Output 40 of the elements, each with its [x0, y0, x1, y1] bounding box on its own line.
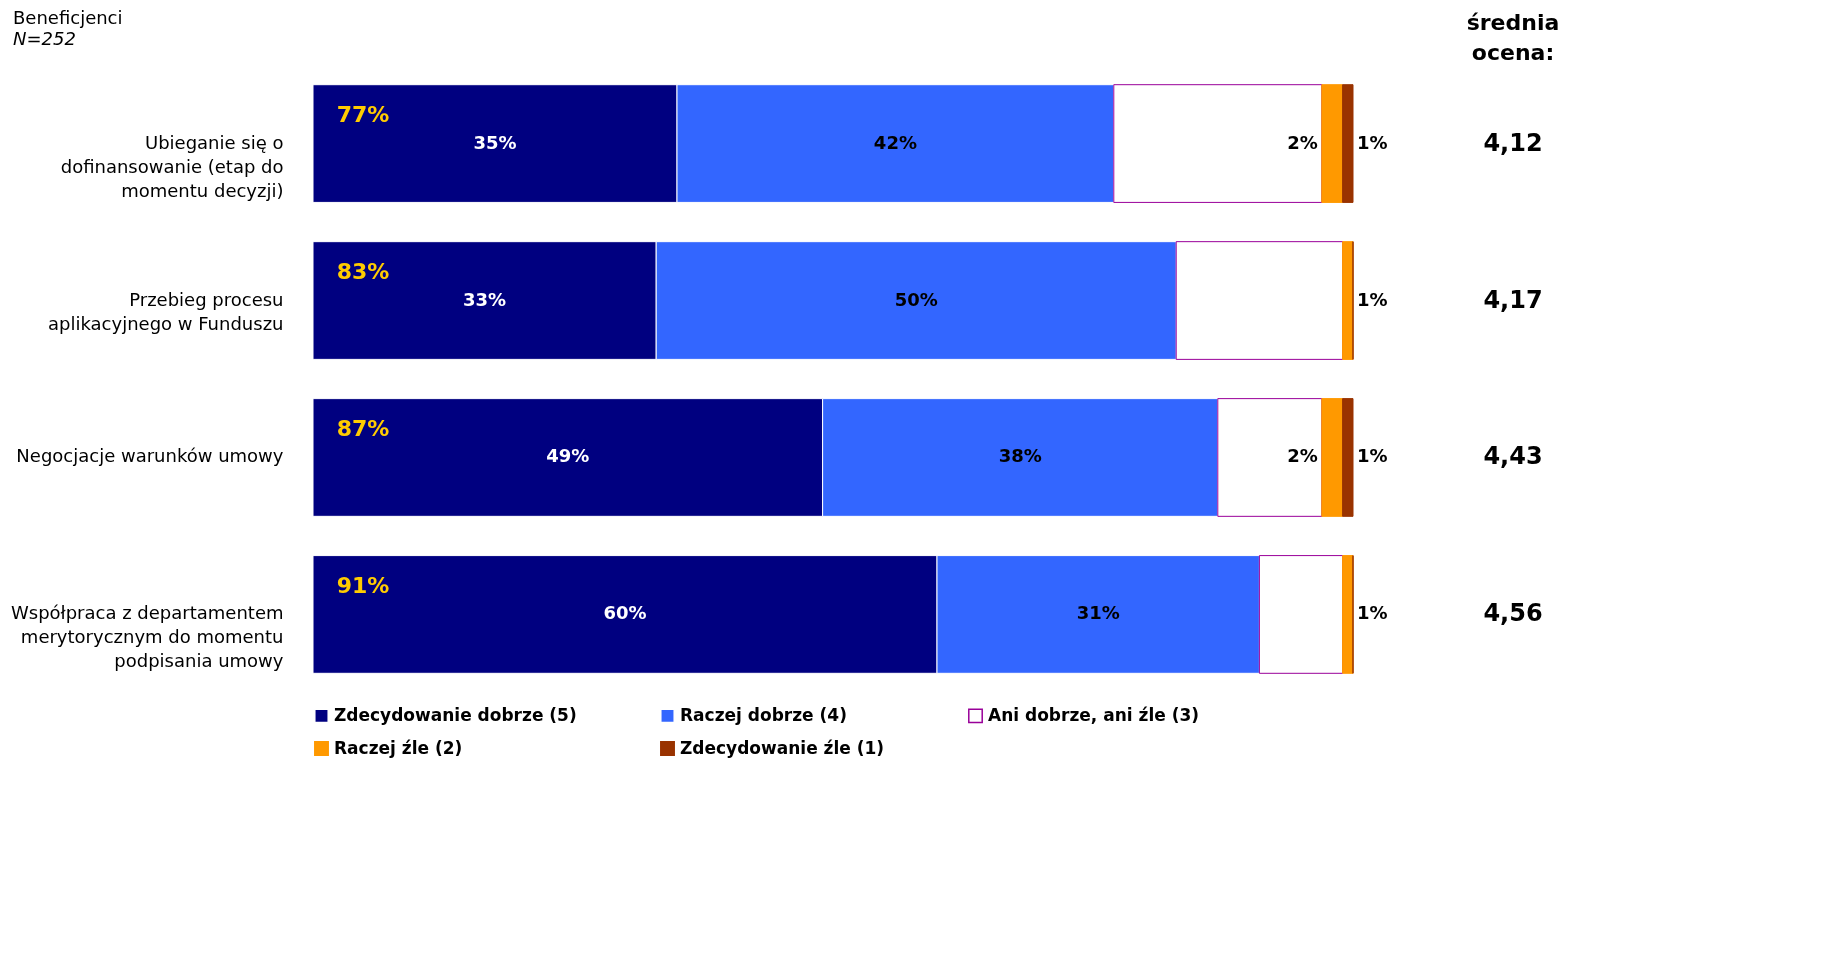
data-label: 1% — [1357, 602, 1388, 624]
y-tick-label: Negocjacje warunków umowy — [16, 445, 284, 467]
data-label: 1% — [1357, 445, 1388, 467]
data-label: 50% — [894, 288, 938, 310]
annotation: 83% — [336, 258, 390, 284]
annotation: 91% — [336, 572, 390, 598]
legend-label: Zdecydowanie źle (1) — [680, 737, 885, 758]
legend-label: Raczej dobrze (4) — [680, 704, 847, 725]
bar — [1342, 241, 1354, 360]
annotation: 87% — [336, 415, 390, 441]
data-label: 60% — [603, 602, 647, 624]
data-label: 2% — [1287, 131, 1318, 153]
legend-label: Zdecydowanie dobrze (5) — [334, 704, 577, 725]
data-label: 35% — [473, 131, 517, 153]
data-label: 49% — [546, 445, 590, 467]
data-label: 1% — [1357, 131, 1388, 153]
y-tick-label: Ubieganie się o dofinansowanie (etap do momentu decyzji) — [60, 131, 284, 201]
bar — [1342, 84, 1354, 203]
text: 4,56 — [1483, 599, 1543, 628]
annotation: 77% — [336, 101, 390, 127]
data-label: 33% — [463, 288, 507, 310]
bar — [1342, 555, 1354, 674]
text: N=252 — [13, 28, 76, 49]
text: średnia ocena: — [1466, 10, 1560, 65]
data-label: 2% — [1287, 445, 1318, 467]
bar — [1321, 84, 1344, 203]
data-label: 31% — [1076, 602, 1120, 624]
text: Beneficjenci — [13, 7, 123, 28]
data-label: 38% — [998, 445, 1042, 467]
text: 4,43 — [1483, 442, 1543, 471]
data-label: 42% — [873, 131, 917, 153]
legend-label: Ani dobrze, ani źle (3) — [988, 704, 1200, 725]
y-tick-label: Współpraca z departamentem merytorycznym do momentu podpisania umowy — [10, 602, 284, 672]
text: 4,12 — [1483, 128, 1543, 157]
data-label: 1% — [1357, 288, 1388, 310]
bar — [1321, 398, 1344, 517]
bar — [1342, 398, 1354, 517]
legend-label: Raczej źle (2) — [334, 737, 463, 758]
y-tick-label: Przebieg procesu aplikacyjnego w Funduszu — [48, 288, 284, 334]
text: 4,17 — [1483, 285, 1543, 314]
